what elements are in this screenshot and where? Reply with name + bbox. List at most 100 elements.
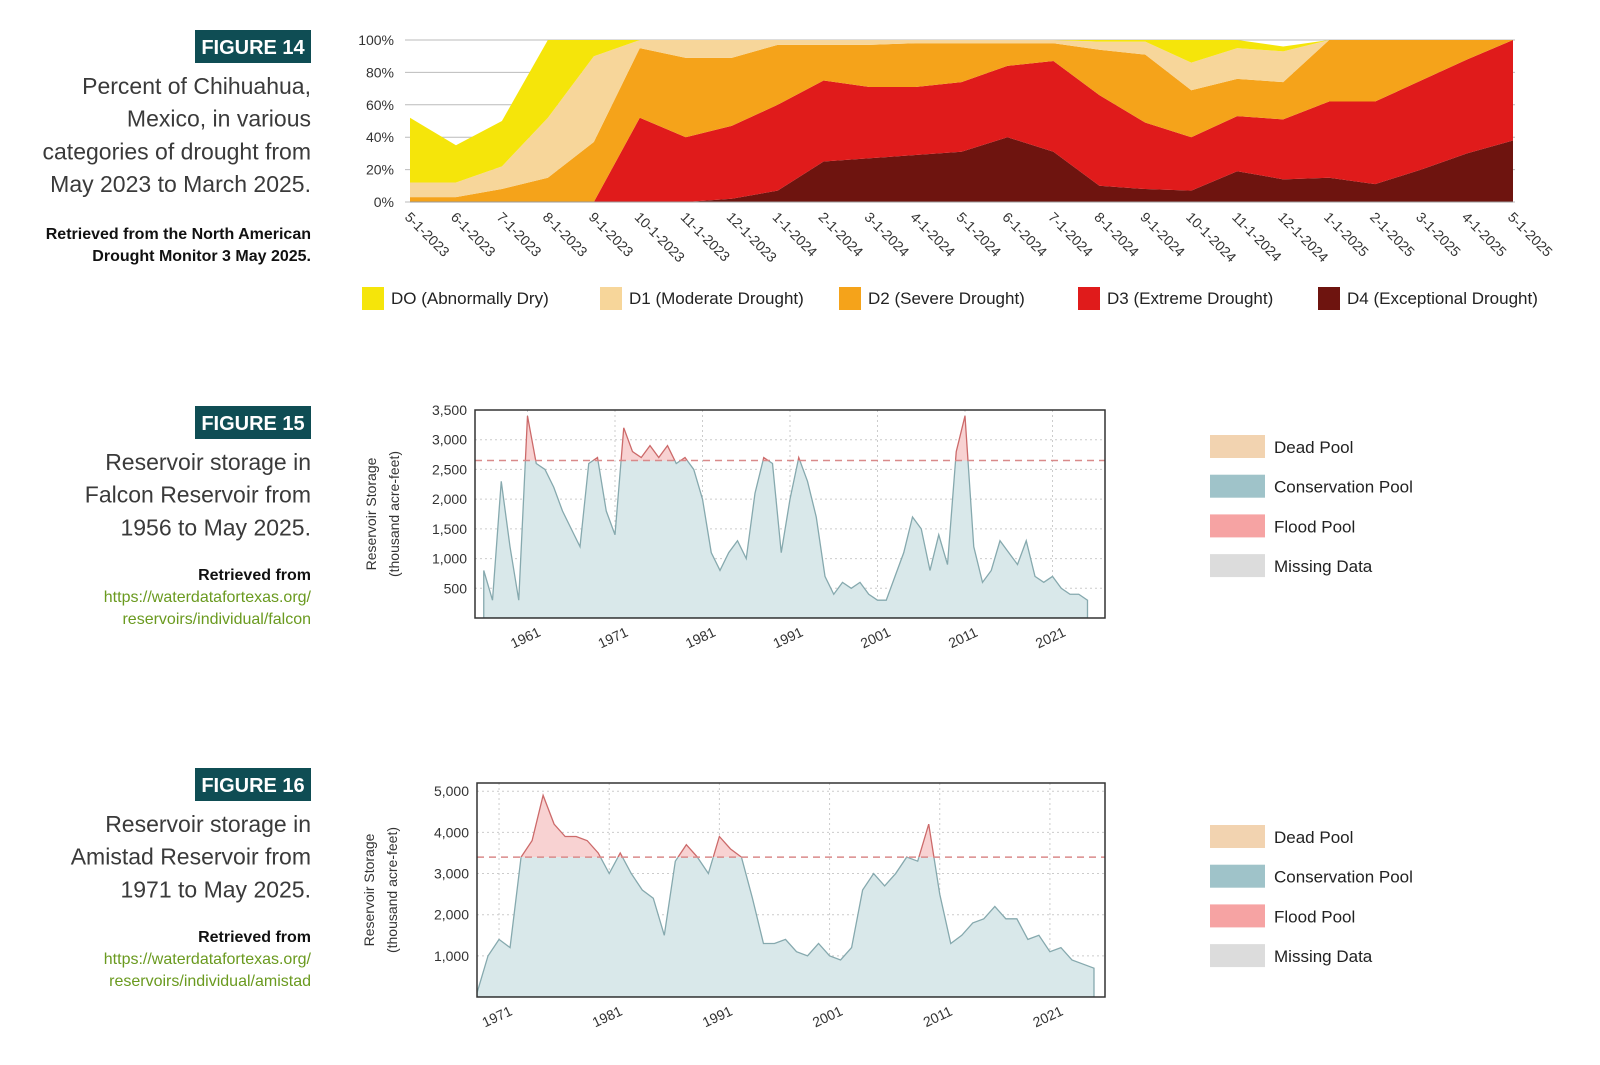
stacked-area (410, 40, 1513, 198)
legend-label: Conservation Pool (1274, 478, 1413, 497)
legend-swatch (1210, 554, 1265, 578)
x-tick-label: 1981 (590, 1003, 625, 1031)
x-tick-label: 11-1-2023 (678, 209, 734, 265)
stacked-area (410, 40, 1513, 202)
y-tick-label: 3,000 (432, 432, 467, 448)
x-tick-label: 8-1-2023 (540, 209, 591, 260)
x-tick-label: 2021 (1033, 624, 1068, 652)
legend-label: Missing Data (1274, 947, 1373, 966)
legend-swatch (362, 287, 384, 310)
x-tick-label: 1981 (683, 624, 718, 652)
x-tick-label: 2-1-2025 (1367, 209, 1418, 260)
y-tick-label: 2,000 (434, 907, 469, 923)
y-tick-label: 20% (366, 162, 394, 178)
x-tick-label: 7-1-2024 (1045, 209, 1096, 260)
x-tick-label: 2001 (858, 624, 893, 652)
figure-label: FIGURE 14 (201, 37, 305, 59)
legend-label: Dead Pool (1274, 438, 1353, 457)
x-tick-label: 6-1-2023 (448, 209, 499, 260)
y-tick-label: 1,000 (434, 948, 469, 964)
source-line: Retrieved from (198, 567, 311, 584)
caption-line: May 2023 to March 2025. (50, 171, 311, 197)
legend-label: D3 (Extreme Drought) (1107, 289, 1273, 308)
x-tick-label: 9-1-2023 (586, 209, 637, 260)
y-tick-label: 4,000 (434, 824, 469, 840)
x-tick-label: 4-1-2024 (907, 209, 958, 260)
x-tick-label: 1961 (508, 624, 543, 652)
x-tick-label: 1971 (479, 1003, 514, 1031)
source-line: Retrieved from the North American (46, 226, 311, 243)
y-tick-label: 2,000 (432, 491, 467, 507)
caption-line: Percent of Chihuahua, (82, 73, 311, 99)
y-axis-label: (thousand acre-feet) (386, 451, 402, 577)
caption-line: Falcon Reservoir from (85, 482, 311, 508)
conservation-pool-area (477, 857, 1095, 997)
legend-swatch (1210, 904, 1265, 928)
legend-label: D1 (Moderate Drought) (629, 289, 804, 308)
source-line: Retrieved from (198, 929, 311, 946)
x-tick-label: 7-1-2023 (494, 209, 545, 260)
x-tick-label: 6-1-2024 (999, 209, 1050, 260)
x-tick-label: 2-1-2024 (816, 209, 867, 260)
y-tick-label: 500 (444, 580, 468, 596)
stacked-area (410, 137, 1513, 202)
legend-swatch (1210, 825, 1265, 848)
y-axis-label: Reservoir Storage (361, 833, 377, 946)
legend-swatch (1210, 944, 1265, 968)
legend-swatch (1078, 287, 1100, 310)
y-tick-label: 2,500 (432, 461, 467, 477)
x-tick-label: 4-1-2025 (1459, 209, 1510, 260)
caption-line: categories of drought from (43, 138, 311, 164)
figure-label-box (195, 768, 311, 801)
y-tick-label: 5,000 (434, 783, 469, 799)
legend-swatch (1210, 864, 1265, 888)
source-url: reservoirs/individual/amistad (109, 973, 311, 990)
plot-border (474, 409, 1106, 619)
caption-line: 1971 to May 2025. (120, 876, 311, 902)
caption-line: Reservoir storage in (105, 811, 311, 837)
x-tick-label: 1991 (700, 1003, 735, 1031)
legend-label: Dead Pool (1274, 828, 1353, 847)
legend-swatch (1318, 287, 1340, 310)
legend-swatch (600, 287, 622, 310)
x-tick-label: 11-1-2024 (1229, 209, 1285, 265)
conservation-pool-area (483, 460, 1089, 618)
caption-line: Mexico, in various (127, 106, 311, 132)
x-tick-label: 2021 (1030, 1003, 1065, 1031)
y-tick-label: 60% (366, 97, 394, 113)
x-tick-label: 3-1-2024 (861, 209, 912, 260)
figure-label: FIGURE 15 (201, 413, 304, 435)
y-tick-label: 3,000 (434, 866, 469, 882)
y-tick-label: 1,500 (432, 521, 467, 537)
x-tick-label: 3-1-2025 (1413, 209, 1464, 260)
flood-pool-area (520, 793, 935, 858)
legend-swatch (1210, 514, 1265, 538)
source-url: https://waterdatafortexas.org/ (104, 951, 312, 968)
figure-label: FIGURE 16 (201, 775, 304, 797)
y-tick-label: 0% (374, 194, 394, 210)
plot-border (476, 782, 1106, 998)
legend-label: D2 (Severe Drought) (868, 289, 1025, 308)
caption-line: Amistad Reservoir from (71, 844, 311, 870)
figure-label-box (195, 406, 311, 439)
x-tick-label: 5-1-2024 (953, 209, 1004, 260)
legend-swatch (1210, 435, 1265, 458)
caption-line: Reservoir storage in (105, 449, 311, 475)
legend-label: Missing Data (1274, 557, 1373, 576)
source-url: reservoirs/individual/falcon (122, 611, 311, 628)
x-tick-label: 2001 (810, 1003, 845, 1031)
x-tick-label: 8-1-2024 (1091, 209, 1142, 260)
source-url: https://waterdatafortexas.org/ (104, 589, 312, 606)
legend-label: Flood Pool (1274, 517, 1355, 536)
y-tick-label: 3,500 (432, 402, 467, 418)
source-line: Drought Monitor 3 May 2025. (92, 248, 311, 265)
y-tick-label: 100% (358, 32, 394, 48)
x-tick-label: 1971 (595, 624, 630, 652)
y-tick-label: 40% (366, 129, 394, 145)
legend-label: Flood Pool (1274, 907, 1355, 926)
x-tick-label: 9-1-2024 (1137, 209, 1188, 260)
legend-label: DO (Abnormally Dry) (391, 289, 549, 308)
y-tick-label: 80% (366, 64, 394, 80)
y-tick-label: 1,000 (432, 551, 467, 567)
